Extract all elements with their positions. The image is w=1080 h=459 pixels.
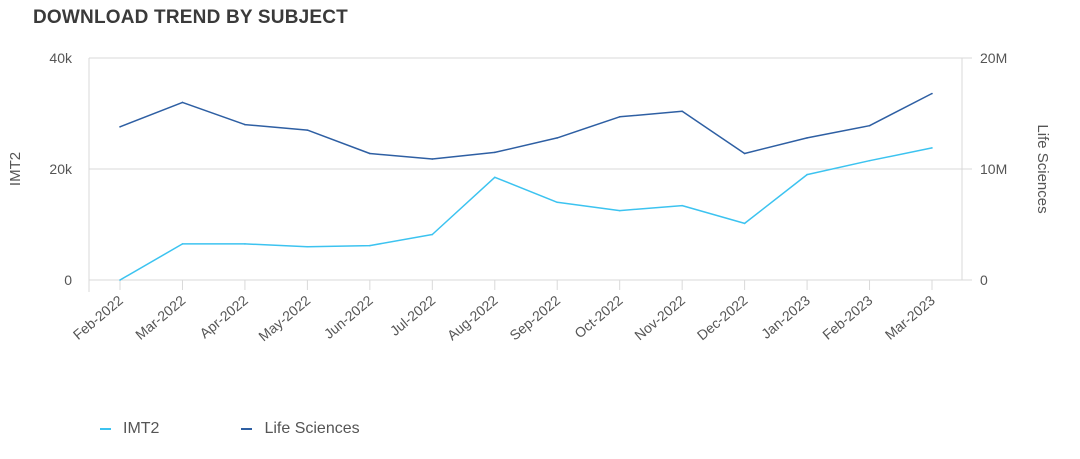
data-point-imt2 [806, 173, 808, 176]
data-point-life-sciences [431, 158, 434, 160]
legend-label-imt2: IMT2 [123, 420, 160, 437]
legend-item-imt2[interactable]: IMT2 [100, 420, 159, 438]
data-point-life-sciences [119, 126, 121, 128]
data-point-life-sciences [181, 101, 184, 104]
data-point-life-sciences [369, 152, 371, 155]
chart-legend: IMT2 Life Sciences [100, 420, 360, 438]
data-point-life-sciences [306, 129, 309, 131]
x-tick-label: Sep-2022 [506, 292, 563, 343]
x-tick-label: Oct-2022 [571, 292, 626, 341]
data-point-imt2 [931, 147, 933, 149]
x-tick-label: Feb-2022 [70, 292, 126, 343]
x-tick-label: Apr-2022 [196, 292, 251, 341]
legend-swatch-life-sciences [241, 428, 253, 430]
data-point-life-sciences [618, 116, 621, 118]
y-right-tick-label: 0 [980, 272, 988, 288]
data-point-imt2 [556, 201, 559, 204]
data-point-imt2 [119, 279, 121, 281]
y-left-tick-label: 0 [64, 272, 72, 288]
x-tick-label: Mar-2023 [882, 292, 938, 343]
data-point-life-sciences [743, 152, 746, 155]
x-tick-label: Jun-2022 [321, 292, 376, 342]
y-right-axis-title: Life Sciences [1034, 124, 1051, 213]
y-left-tick-label: 40k [49, 50, 73, 66]
data-point-life-sciences [931, 92, 933, 95]
x-tick-label: Mar-2022 [132, 292, 188, 343]
x-tick-label: Jan-2023 [758, 292, 813, 342]
data-point-life-sciences [493, 151, 496, 154]
data-point-imt2 [493, 176, 496, 179]
data-point-imt2 [369, 244, 371, 247]
x-tick-label: Aug-2022 [444, 292, 501, 343]
data-point-imt2 [868, 159, 871, 162]
x-tick-label: May-2022 [255, 292, 313, 344]
x-tick-label: Nov-2022 [631, 292, 688, 343]
x-tick-label: Dec-2022 [694, 292, 751, 343]
data-point-imt2 [306, 245, 309, 248]
y-right-tick-label: 10M [980, 161, 1007, 177]
x-tick-label: Jul-2022 [387, 292, 439, 339]
series-line-life-sciences [119, 92, 933, 160]
data-point-life-sciences [806, 137, 808, 139]
data-point-imt2 [181, 243, 184, 245]
data-point-life-sciences [244, 123, 246, 126]
data-point-life-sciences [681, 110, 683, 113]
data-point-imt2 [618, 209, 621, 212]
data-point-imt2 [431, 233, 434, 236]
y-right-tick-label: 20M [980, 50, 1007, 66]
legend-label-life-sciences: Life Sciences [264, 420, 360, 437]
legend-item-life-sciences[interactable]: Life Sciences [241, 420, 360, 438]
series-line-imt2 [119, 147, 933, 281]
data-point-imt2 [244, 243, 246, 245]
y-left-axis-title: IMT2 [7, 152, 24, 186]
legend-swatch-imt2 [100, 428, 111, 430]
chart-title: DOWNLOAD TREND BY SUBJECT [33, 7, 348, 28]
y-left-tick-label: 20k [49, 161, 73, 177]
data-point-imt2 [681, 204, 683, 207]
data-point-imt2 [743, 222, 746, 225]
data-point-life-sciences [556, 137, 559, 139]
data-point-life-sciences [868, 124, 871, 127]
x-tick-label: Feb-2023 [819, 292, 875, 343]
